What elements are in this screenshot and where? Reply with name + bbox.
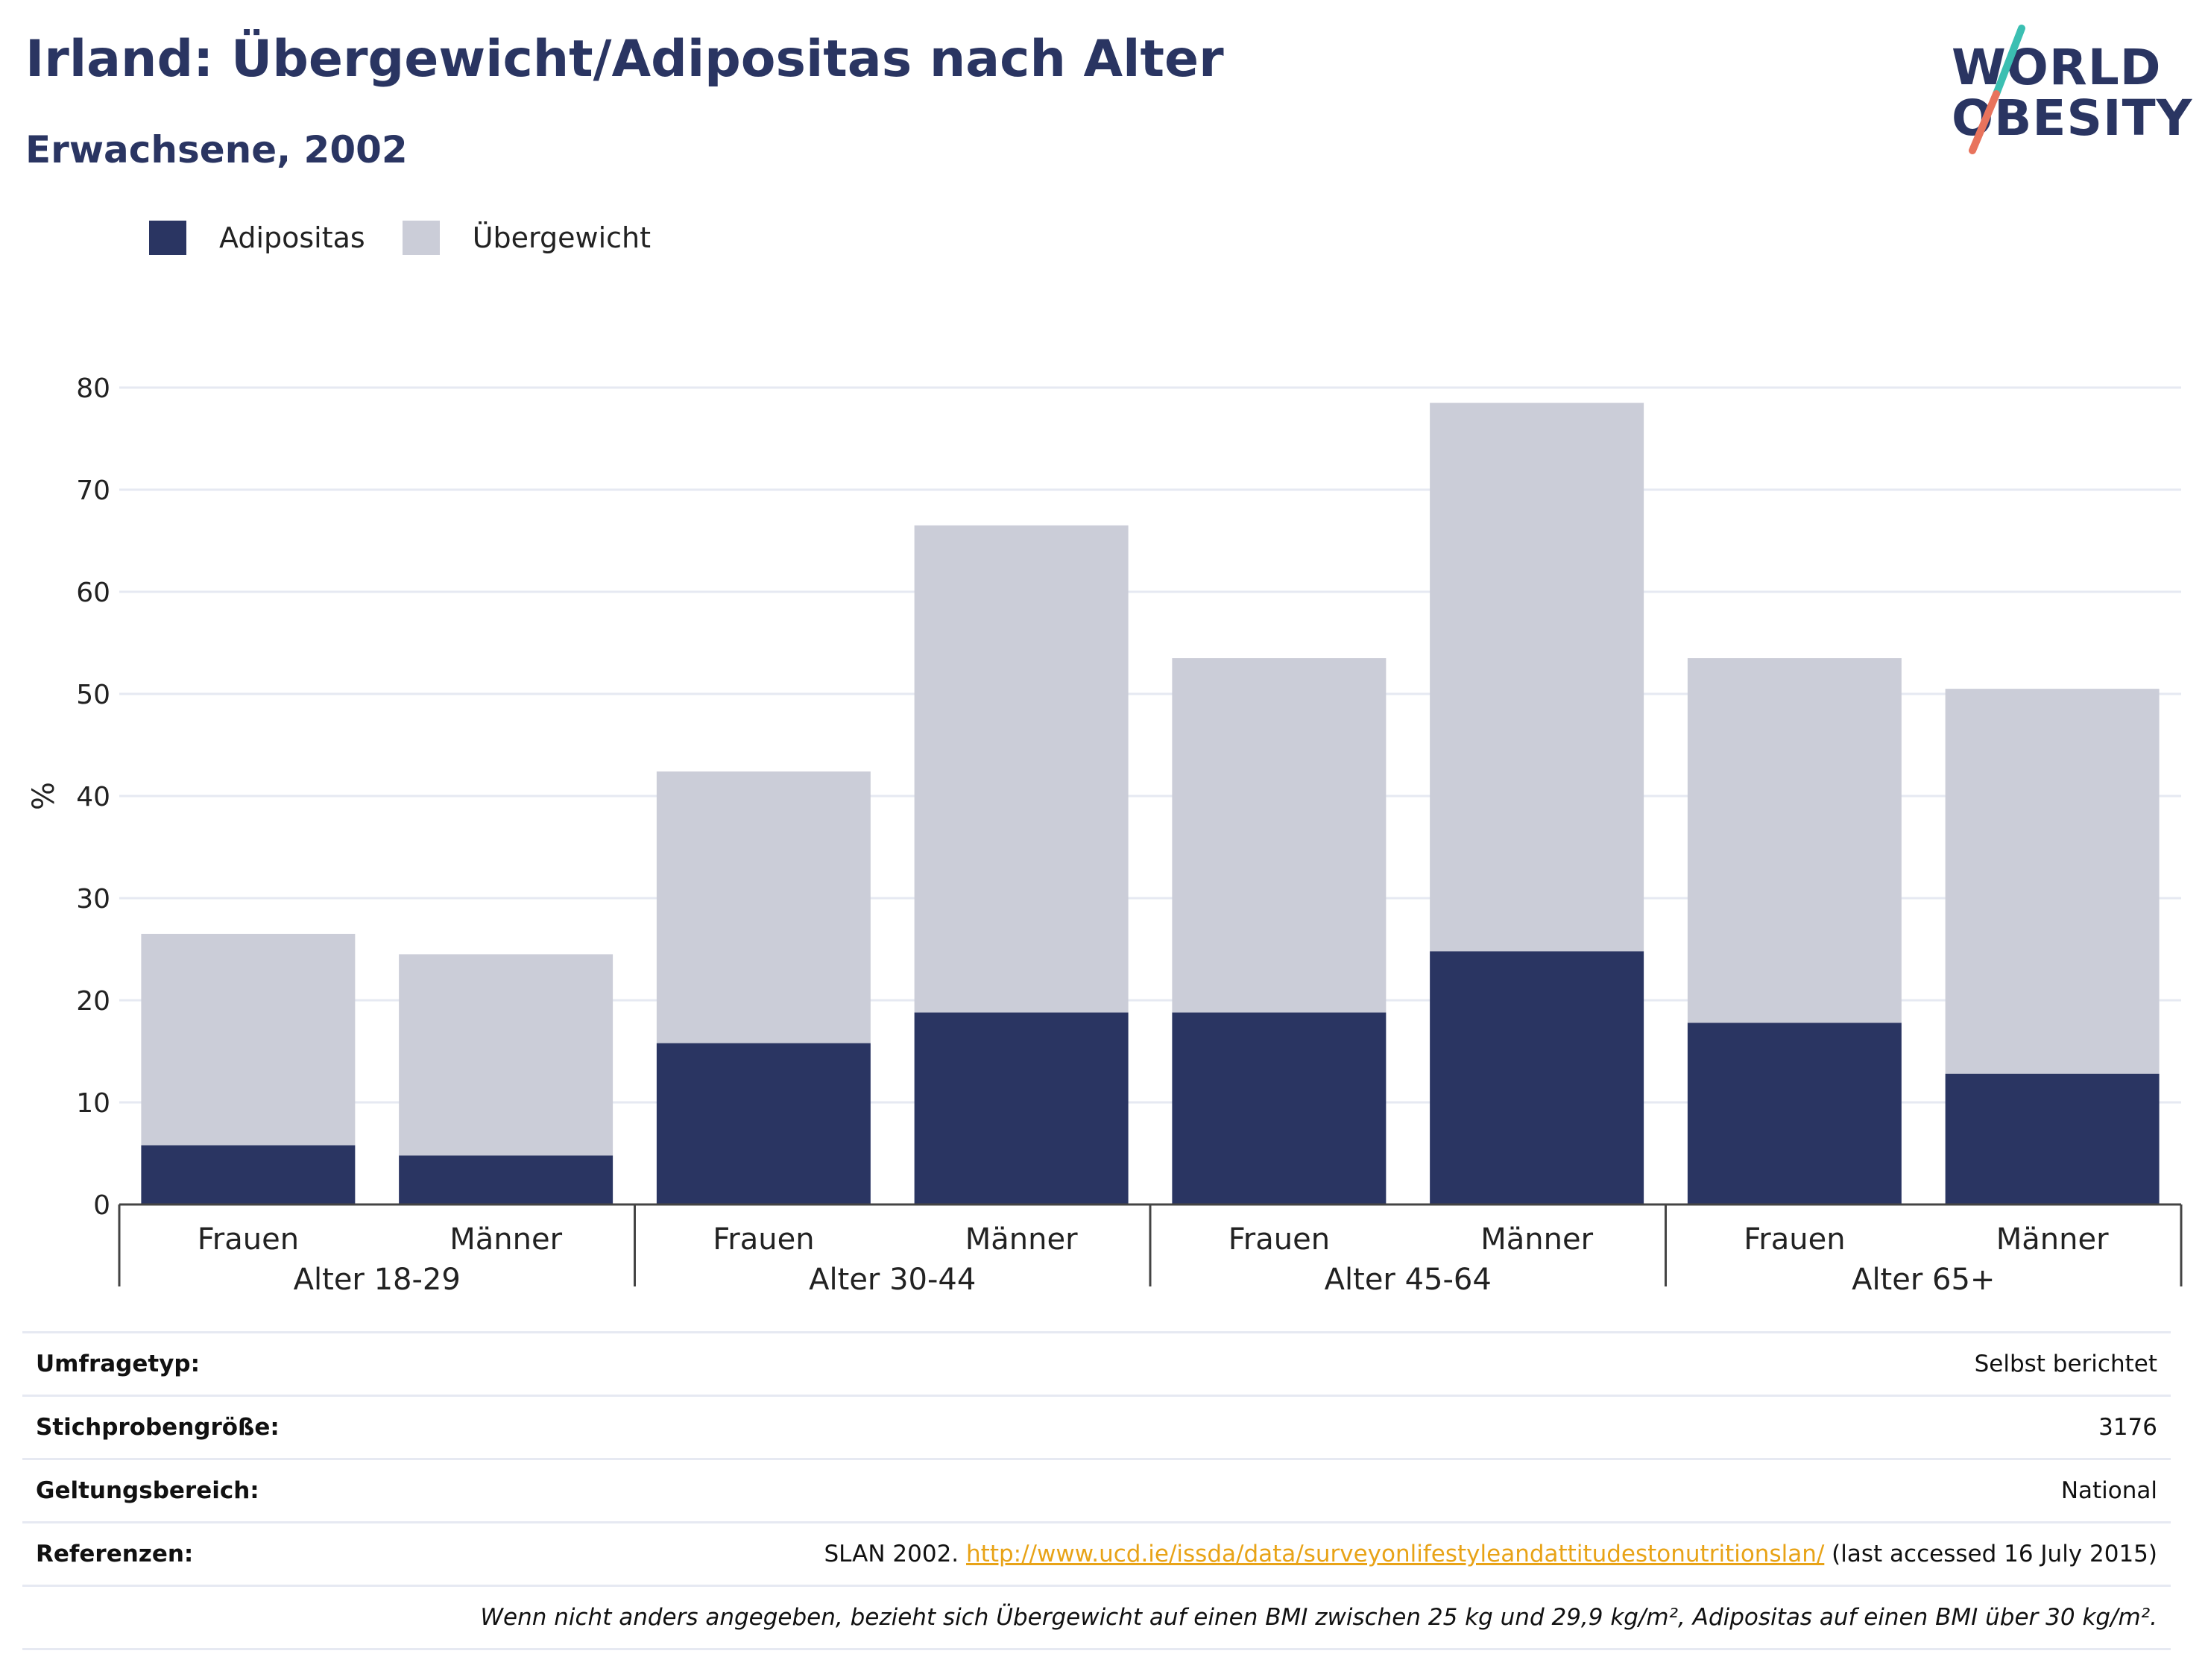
- x-tick-label: Frauen: [1744, 1222, 1845, 1257]
- legend-item-adipositas[interactable]: Adipositas: [149, 221, 365, 255]
- x-group-label: Alter 30-44: [809, 1263, 976, 1297]
- reference-suffix: (last accessed 16 July 2015): [1832, 1541, 2157, 1567]
- x-tick-label: Frauen: [198, 1222, 299, 1257]
- bar-uebergewicht: [1687, 658, 1902, 1023]
- y-tick-label: 50: [76, 680, 110, 710]
- bar-uebergewicht: [656, 771, 871, 1043]
- bar-uebergewicht: [141, 933, 356, 1146]
- info-label: Referenzen:: [36, 1541, 194, 1567]
- legend-swatch-adipositas: [149, 221, 186, 255]
- info-label: Stichprobengröße:: [36, 1414, 280, 1441]
- logo-line1: WORLD: [1952, 39, 2162, 96]
- info-row-note: Wenn nicht anders angegeben, bezieht sic…: [22, 1585, 2171, 1650]
- x-tick-label: Männer: [449, 1222, 562, 1257]
- legend-item-uebergewicht[interactable]: Übergewicht: [402, 221, 651, 255]
- legend-label-uebergewicht: Übergewicht: [472, 221, 651, 254]
- x-group-label: Alter 18-29: [294, 1263, 461, 1297]
- y-axis-label: %: [27, 782, 61, 810]
- y-tick-label: 30: [76, 884, 110, 915]
- info-row-sample-size: Stichprobengröße: 3176: [22, 1395, 2171, 1458]
- info-row-survey-type: Umfragetyp: Selbst berichtet: [22, 1331, 2171, 1395]
- x-group-label: Alter 45-64: [1325, 1263, 1492, 1297]
- y-tick-label: 80: [76, 373, 110, 404]
- logo-slash-icon: [1969, 25, 2025, 154]
- bar-adipositas: [141, 1145, 356, 1204]
- info-row-scope: Geltungsbereich: National: [22, 1458, 2171, 1521]
- x-tick-label: Männer: [965, 1222, 1078, 1257]
- y-tick-label: 70: [76, 476, 110, 506]
- chart-title: Irland: Übergewicht/Adipositas nach Alte…: [25, 30, 1224, 89]
- x-group-label: Alter 65+: [1852, 1263, 1995, 1297]
- x-tick-label: Männer: [1996, 1222, 2109, 1257]
- x-tick-label: Männer: [1480, 1222, 1593, 1257]
- x-tick-label: Frauen: [1228, 1222, 1330, 1257]
- bar-adipositas: [1945, 1073, 2160, 1204]
- reference-prefix: SLAN 2002.: [824, 1541, 959, 1567]
- bar-uebergewicht: [1945, 689, 2160, 1074]
- bar-uebergewicht: [1172, 658, 1387, 1013]
- bar-adipositas: [1687, 1023, 1902, 1204]
- references-value: SLAN 2002. http://www.ucd.ie/issda/data/…: [824, 1541, 2158, 1567]
- y-tick-label: 60: [76, 578, 110, 608]
- bar-adipositas: [1430, 951, 1644, 1204]
- bar-adipositas: [656, 1043, 871, 1204]
- chart-subtitle: Erwachsene, 2002: [25, 128, 408, 171]
- y-tick-label: 10: [76, 1088, 110, 1119]
- info-row-references: Referenzen: SLAN 2002. http://www.ucd.ie…: [22, 1521, 2171, 1585]
- bar-adipositas: [914, 1012, 1129, 1204]
- chart-legend: Adipositas Übergewicht: [149, 221, 688, 255]
- info-table: Umfragetyp: Selbst berichtet Stichproben…: [22, 1331, 2171, 1650]
- legend-label-adipositas: Adipositas: [219, 221, 365, 254]
- info-value: National: [2060, 1477, 2157, 1504]
- bar-uebergewicht: [1430, 402, 1644, 952]
- y-tick-label: 0: [93, 1190, 110, 1221]
- bar-adipositas: [1172, 1012, 1387, 1204]
- y-tick-label: 20: [76, 986, 110, 1017]
- legend-swatch-uebergewicht: [402, 221, 440, 255]
- info-value: 3176: [2098, 1414, 2157, 1441]
- definition-note: Wenn nicht anders angegeben, bezieht sic…: [480, 1604, 2157, 1631]
- reference-link[interactable]: http://www.ucd.ie/issda/data/surveyonlif…: [966, 1541, 1825, 1567]
- y-tick-label: 40: [76, 782, 110, 812]
- world-obesity-logo: WORLD OBESITY: [1938, 22, 2192, 157]
- info-label: Geltungsbereich:: [36, 1477, 259, 1504]
- info-value: Selbst berichtet: [1974, 1351, 2157, 1377]
- stacked-bar-chart: 0 10 20 30 40 50 60 70 80% Frauen Männer Frauen Männ…: [27, 373, 2183, 1297]
- bar-uebergewicht: [914, 525, 1129, 1013]
- x-tick-label: Frauen: [713, 1222, 814, 1257]
- info-label: Umfragetyp:: [36, 1351, 200, 1377]
- bar-uebergewicht: [399, 954, 613, 1156]
- bar-adipositas: [399, 1155, 613, 1204]
